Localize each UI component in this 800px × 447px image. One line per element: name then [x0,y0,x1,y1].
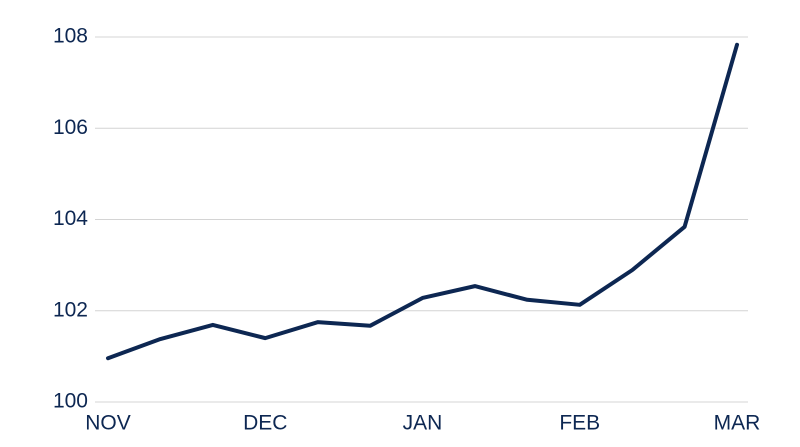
x-tick-label: DEC [243,412,287,435]
x-tick-label: JAN [403,412,443,435]
y-tick-label: 108 [53,25,88,48]
y-tick-label: 102 [53,298,88,321]
line-series [106,42,739,361]
x-tick-label: MAR [714,412,761,435]
y-tick-label: 104 [53,207,88,230]
y-tick-label: 106 [53,116,88,139]
x-tick-label: NOV [85,412,131,435]
x-tick-label: FEB [559,412,600,435]
y-tick-label: 100 [53,390,88,413]
